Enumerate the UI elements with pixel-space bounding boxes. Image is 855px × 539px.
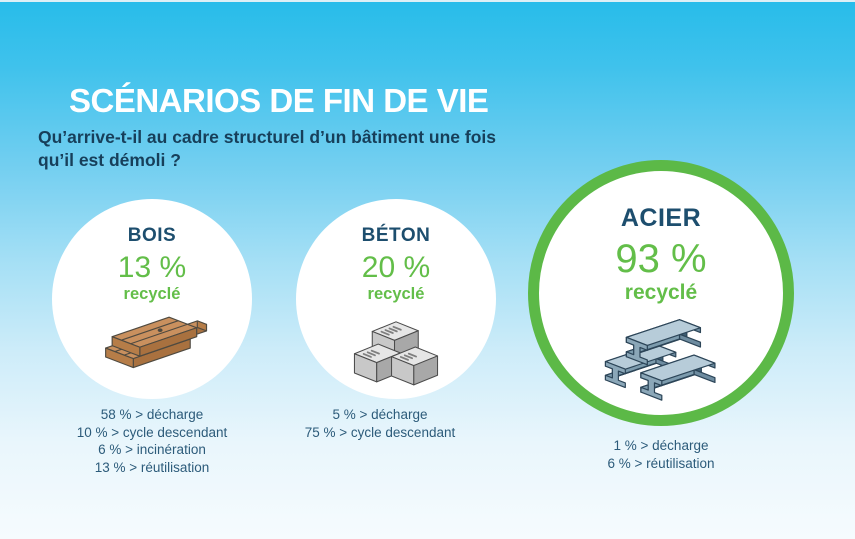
recycled-label-beton: recyclé [367, 285, 425, 303]
recycled-percent-acier: 93 % [615, 237, 707, 281]
wood-planks-icon [105, 316, 208, 369]
steel-beams-icon [604, 319, 716, 401]
material-circle-acier: ACIER 93 % recyclé [528, 160, 794, 426]
material-name-acier: ACIER [620, 204, 702, 232]
stats-beton: 5 % > décharge 75 % > cycle descendant [260, 406, 500, 441]
material-circle-bois: BOIS 13 % recyclé [52, 199, 252, 399]
stats-acier: 1 % > décharge 6 % > réutilisation [541, 437, 781, 473]
recycled-label-acier: recyclé [624, 281, 698, 304]
stat-line: 1 % > décharge [613, 438, 709, 453]
stat-line: 75 % > cycle descendant [304, 424, 456, 440]
recycled-percent-bois: 13 % [117, 251, 187, 284]
stat-line: 13 % > réutilisation [94, 459, 210, 475]
subtitle: Qu’arrive-t-il au cadre structurel d’un … [38, 127, 496, 170]
stat-line: 10 % > cycle descendant [76, 424, 228, 440]
material-name-beton: BÉTON [361, 225, 431, 246]
stat-line: 6 % > incinération [98, 442, 206, 457]
material-name-bois: BOIS [127, 225, 177, 246]
page-title: SCÉNARIOS DE FIN DE VIE [69, 82, 489, 119]
concrete-blocks-icon [353, 321, 439, 386]
material-circle-beton: BÉTON 20 % recyclé [296, 199, 496, 399]
stat-line: 5 % > décharge [332, 407, 428, 422]
stat-line: 58 % > décharge [100, 407, 204, 422]
recycled-label-bois: recyclé [123, 285, 181, 303]
stat-line: 6 % > réutilisation [607, 456, 715, 471]
stats-bois: 58 % > décharge 10 % > cycle descendant … [32, 406, 272, 476]
recycled-percent-beton: 20 % [361, 251, 431, 284]
